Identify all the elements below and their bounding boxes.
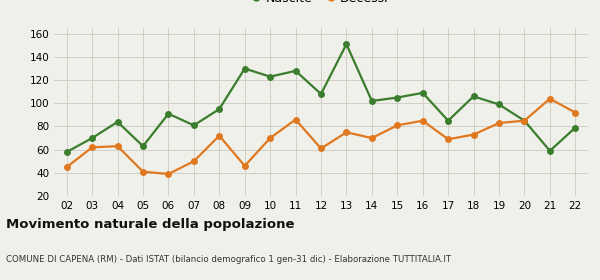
- Nascite: [419, 91, 427, 95]
- Nascite: [394, 96, 401, 99]
- Nascite: [343, 43, 350, 46]
- Line: Nascite: Nascite: [63, 41, 579, 155]
- Decessi: [165, 172, 172, 176]
- Nascite: [292, 69, 299, 73]
- Legend: Nascite, Decessi: Nascite, Decessi: [248, 0, 394, 10]
- Decessi: [394, 124, 401, 127]
- Nascite: [317, 92, 325, 96]
- Nascite: [63, 150, 70, 154]
- Decessi: [317, 147, 325, 150]
- Decessi: [343, 130, 350, 134]
- Nascite: [521, 119, 528, 122]
- Line: Decessi: Decessi: [63, 95, 579, 178]
- Text: COMUNE DI CAPENA (RM) - Dati ISTAT (bilancio demografico 1 gen-31 dic) - Elabora: COMUNE DI CAPENA (RM) - Dati ISTAT (bila…: [6, 255, 451, 264]
- Decessi: [241, 164, 248, 167]
- Text: Movimento naturale della popolazione: Movimento naturale della popolazione: [6, 218, 295, 231]
- Nascite: [496, 103, 503, 106]
- Decessi: [470, 133, 477, 136]
- Nascite: [470, 95, 477, 98]
- Decessi: [445, 137, 452, 141]
- Nascite: [368, 99, 376, 103]
- Decessi: [63, 165, 70, 169]
- Decessi: [521, 119, 528, 122]
- Nascite: [190, 124, 197, 127]
- Decessi: [190, 160, 197, 163]
- Nascite: [572, 126, 579, 129]
- Decessi: [266, 136, 274, 140]
- Nascite: [139, 144, 146, 148]
- Decessi: [572, 111, 579, 114]
- Decessi: [419, 119, 427, 122]
- Decessi: [215, 134, 223, 137]
- Decessi: [368, 136, 376, 140]
- Nascite: [241, 67, 248, 70]
- Decessi: [546, 97, 553, 100]
- Nascite: [266, 75, 274, 78]
- Nascite: [546, 149, 553, 153]
- Decessi: [292, 118, 299, 121]
- Nascite: [89, 136, 96, 140]
- Nascite: [215, 108, 223, 111]
- Decessi: [114, 144, 121, 148]
- Nascite: [114, 120, 121, 123]
- Nascite: [165, 112, 172, 115]
- Decessi: [496, 121, 503, 125]
- Decessi: [139, 170, 146, 173]
- Decessi: [89, 146, 96, 149]
- Nascite: [445, 119, 452, 122]
